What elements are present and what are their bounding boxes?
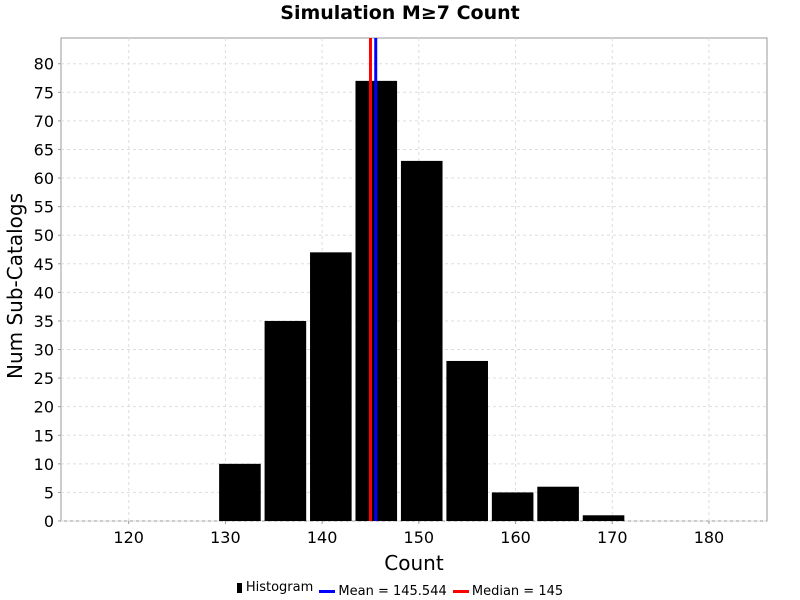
mean-swatch: [319, 589, 336, 593]
chart-title: Simulation M≥7 Count: [280, 2, 520, 24]
y-tick-label: 80: [34, 55, 54, 74]
y-tick-label: 15: [34, 426, 54, 445]
y-tick-label: 60: [34, 169, 54, 188]
y-tick-label: 75: [34, 83, 54, 102]
x-tick-label: 130: [210, 528, 241, 547]
y-tick-label: 20: [34, 398, 54, 417]
y-tick-label: 5: [44, 483, 54, 502]
histogram-bar: [582, 515, 625, 521]
histogram-bar: [446, 360, 488, 521]
y-tick-label: 0: [44, 512, 54, 531]
x-tick-label: 150: [404, 528, 435, 547]
legend-label-median: Median = 145: [471, 583, 564, 599]
y-tick-label: 35: [34, 312, 54, 331]
y-tick-label: 10: [34, 455, 54, 474]
histogram-bar: [310, 252, 352, 521]
histogram-bar: [537, 486, 579, 521]
x-tick-label: 170: [597, 528, 628, 547]
y-tick-label: 40: [34, 283, 54, 302]
y-tick-label: 45: [34, 255, 54, 274]
histogram-swatch: [236, 582, 242, 593]
y-tick-label: 30: [34, 341, 54, 360]
histogram-bar: [491, 492, 534, 521]
y-axis-label: Num Sub-Catalogs: [3, 193, 27, 379]
histogram-bar: [400, 160, 443, 521]
median-swatch: [452, 589, 469, 593]
legend-label-histogram: Histogram: [245, 580, 314, 595]
tick-labels: 120 130 140 150 160 170 180 0 5 10 15 20 25 30 35 40 45 5…: [34, 55, 725, 547]
histogram-bar: [264, 320, 307, 521]
y-tick-label: 55: [34, 198, 54, 217]
reference-lines: [368, 38, 378, 521]
legend-item-mean: Mean = 145.544: [319, 583, 447, 599]
y-tick-label: 25: [34, 369, 54, 388]
x-tick-label: 120: [113, 528, 144, 547]
x-tick-label: 160: [500, 528, 531, 547]
y-tick-label: 50: [34, 226, 54, 245]
legend-label-mean: Mean = 145.544: [338, 583, 447, 599]
y-tick-label: 65: [34, 140, 54, 159]
y-tick-label: 70: [34, 112, 54, 131]
legend-item-histogram: Histogram: [236, 580, 314, 595]
x-tick-label: 140: [307, 528, 338, 547]
x-tick-label: 180: [694, 528, 725, 547]
legend-item-median: Median = 145: [452, 583, 564, 599]
histogram-bar: [219, 463, 261, 521]
grid-lines: [61, 38, 767, 522]
x-axis-label: Count: [384, 551, 444, 575]
legend: Histogram Mean = 145.544 Median = 145: [0, 580, 800, 599]
